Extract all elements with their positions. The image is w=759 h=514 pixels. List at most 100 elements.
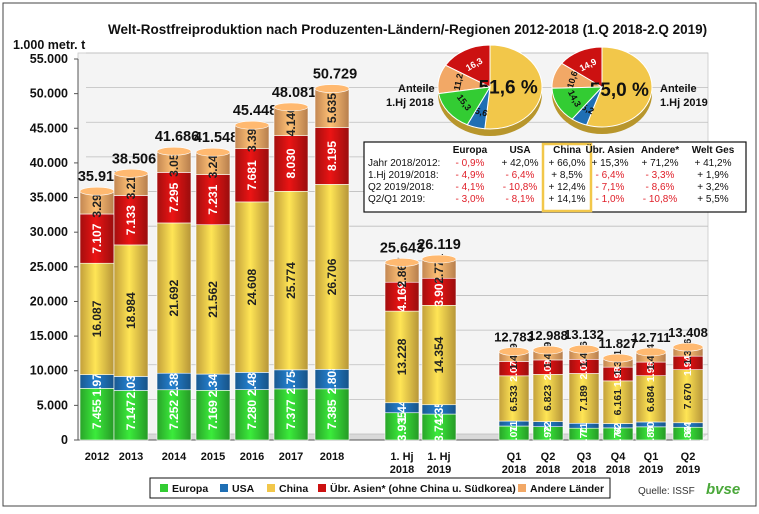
bar-total-label: 13.408 <box>668 325 708 340</box>
table-cell: + 66,0% <box>549 158 586 169</box>
bar-value-label: 7.681 <box>245 160 259 190</box>
bar-total-label: 12.711 <box>631 330 670 345</box>
bar-total-label: 11.827 <box>598 336 637 351</box>
table-cell: - 0,9% <box>456 158 485 169</box>
x-tick-label-line1: Q1 <box>507 451 522 463</box>
table-cell: + 12,4% <box>549 182 586 193</box>
table-cell: + 42,0% <box>502 158 539 169</box>
table-cell: + 3,2% <box>697 182 729 193</box>
table-header: China <box>553 145 581 156</box>
x-tick-label-line2: 2018 <box>606 464 630 476</box>
bar-total-label: 48.081 <box>272 85 316 101</box>
table-cell: Jahr 2018/2012: <box>368 158 440 169</box>
table-cell: - 4,9% <box>456 170 485 181</box>
bar-value-label: 2.481 <box>245 366 259 396</box>
bar-value-label: 2.346 <box>206 367 220 397</box>
x-tick-label-line1: Q2 <box>681 451 696 463</box>
pie-caption-line2: 1.Hj 2018 <box>386 97 434 109</box>
y-tick-label: 35.000 <box>30 191 68 205</box>
pie-caption-line1: Anteile <box>660 83 697 95</box>
bar-value-label: 3.902 <box>432 276 446 306</box>
bar-value-label: 6.533 <box>508 385 520 411</box>
bar-segment <box>273 106 309 136</box>
legend <box>149 477 611 499</box>
table-cell: + 14,1% <box>549 194 586 205</box>
bar-segment <box>568 373 600 424</box>
table-cell: - 10,8% <box>503 182 538 193</box>
pie-caption-line1: Anteile <box>398 83 435 95</box>
x-tick-label-line2: 2018 <box>536 464 560 476</box>
y-tick-label: 30.000 <box>30 225 68 239</box>
bar-value-label: 13.228 <box>395 338 409 375</box>
bar-segment <box>602 380 634 424</box>
bar-cap <box>635 347 667 357</box>
pie-slice-label: 5,6 <box>474 106 489 119</box>
bar-value-label: 3.742 <box>432 412 446 442</box>
bar-value-label: 8.030 <box>284 148 298 178</box>
x-tick-label-line2: 2019 <box>427 464 451 476</box>
bar-value-label: 2.389 <box>167 366 181 396</box>
table-cell: - 4,1% <box>456 182 485 193</box>
bar-value-label: 7.133 <box>124 205 138 235</box>
bar-value-label: 7.147 <box>124 400 138 430</box>
bar-value-label: 7.670 <box>682 383 694 409</box>
bar-value-label: 7.107 <box>90 223 104 253</box>
legend-swatch <box>267 484 275 492</box>
table-cell: + 71,2% <box>642 158 679 169</box>
bar-value-label: 6.161 <box>612 389 624 415</box>
table-cell: + 8,5% <box>551 170 583 181</box>
bar-value-label: 21.562 <box>206 281 220 318</box>
legend-label: USA <box>232 483 255 495</box>
bar-value-label: 6.684 <box>645 386 657 412</box>
bar-value-label: 18.984 <box>124 292 138 329</box>
bar-value-label: 16.087 <box>90 300 104 337</box>
table-cell: + 15,3% <box>592 158 629 169</box>
bar-value-label: 1.429 <box>542 342 554 368</box>
x-tick-label-line2: 2018 <box>390 464 414 476</box>
pie-slice <box>484 44 543 130</box>
table-header: USA <box>509 145 530 156</box>
table-header: Welt Ges <box>692 145 735 156</box>
x-tick-label: 2013 <box>119 451 143 463</box>
pie-slice <box>438 86 491 126</box>
bar-segment <box>532 374 564 422</box>
table-header: Andere* <box>641 145 679 156</box>
bar-cap <box>234 120 270 130</box>
chart-border <box>2 2 757 507</box>
x-tick-label: 2017 <box>279 451 303 463</box>
y-tick-label: 25.000 <box>30 260 68 274</box>
x-tick-label: 2014 <box>162 451 187 463</box>
y-tick-label: 50.000 <box>30 87 68 101</box>
table-cell: + 5,5% <box>697 194 729 205</box>
bar-cap <box>195 147 231 157</box>
bar-value-label: 2.079 <box>508 355 520 381</box>
table-cell: - 8,1% <box>506 194 535 205</box>
bar-cap <box>602 353 634 363</box>
bar-value-label: 4.146 <box>284 106 298 136</box>
bar-total-label: 45.448 <box>233 103 277 119</box>
bar-segment <box>314 88 350 128</box>
bar-value-label: 7.455 <box>90 399 104 429</box>
table-cell: + 41,2% <box>695 158 732 169</box>
bar-value-label: 7.385 <box>325 399 339 429</box>
source-note: Quelle: ISSF <box>638 486 695 497</box>
bar-value-label: 14.354 <box>432 336 446 373</box>
bar-segment <box>79 388 115 441</box>
bar-cap <box>498 347 530 356</box>
bar-segment <box>635 375 667 423</box>
table-cell: 1.Hj 2019/2018: <box>368 170 439 181</box>
table-header: Europa <box>453 145 488 156</box>
y-tick-label: 40.000 <box>30 156 68 170</box>
table-cell: - 10,8% <box>643 194 678 205</box>
bar-segment <box>384 281 420 312</box>
bar-value-label: 7.252 <box>167 400 181 430</box>
legend-swatch <box>220 484 228 492</box>
bar-cap <box>672 342 704 352</box>
bar-segment <box>79 262 115 375</box>
bar-segment <box>156 222 192 374</box>
bar-value-label: 26.706 <box>325 258 339 295</box>
table-cell: Q2/Q1 2019: <box>368 194 425 205</box>
bar-segment <box>384 310 420 404</box>
x-tick-label: 2018 <box>320 451 344 463</box>
